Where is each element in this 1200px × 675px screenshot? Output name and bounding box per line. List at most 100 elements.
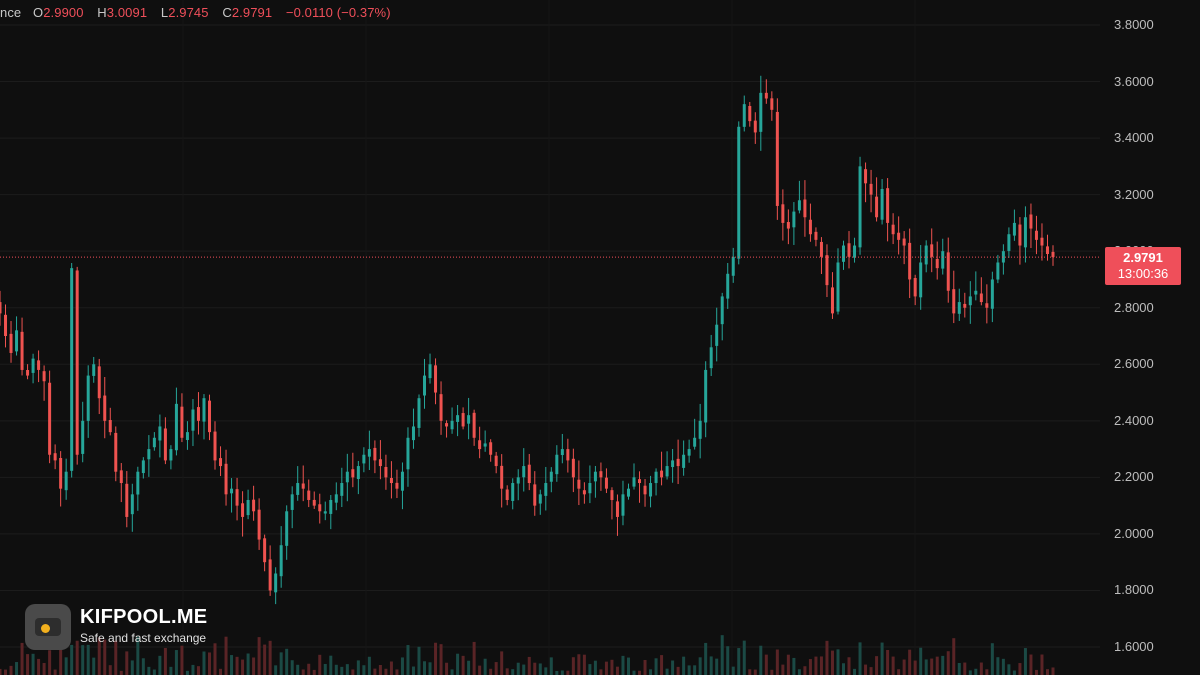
candle-body (461, 413, 465, 427)
volume-bar (461, 655, 465, 675)
candle-body (919, 262, 923, 298)
volume-bar (643, 660, 647, 675)
symbol-name[interactable]: nce (0, 5, 22, 20)
volume-bar (263, 644, 267, 675)
candle-body (1034, 230, 1038, 240)
candle-body (638, 479, 642, 484)
candle-body (400, 471, 404, 491)
volume-bar (853, 668, 857, 675)
watermark-title: KIFPOOL.ME (80, 606, 208, 628)
candle-body (935, 258, 939, 269)
candle-body (643, 485, 647, 495)
candle-body (952, 289, 956, 314)
candle-body (913, 278, 917, 297)
candle-body (174, 403, 178, 451)
volume-bar (935, 656, 939, 675)
volume-bar (875, 656, 879, 675)
candle-body (125, 483, 129, 517)
candle-body (20, 331, 24, 370)
volume-bar (974, 668, 978, 675)
candle-body (389, 477, 393, 484)
volume-bar (660, 655, 664, 675)
volume-bar (290, 660, 294, 675)
volume-bar (373, 668, 377, 675)
candle-body (880, 188, 884, 220)
volume-bar (246, 653, 250, 675)
volume-bar (588, 664, 592, 675)
candle-body (395, 482, 399, 489)
candle-body (378, 459, 382, 467)
candle-body (423, 375, 427, 396)
price-axis-label: 2.2000 (1114, 469, 1154, 485)
candle-body (130, 494, 134, 515)
candle-body (902, 238, 906, 246)
volume-bar (97, 637, 101, 675)
volume-bar (213, 643, 217, 675)
price-axis-label: 1.6000 (1114, 639, 1154, 654)
candle-body (1001, 251, 1005, 263)
volume-bar (163, 647, 167, 675)
watermark-subtitle: Safe and fast exchange (80, 631, 207, 645)
candle-body (577, 479, 581, 489)
volume-bar (996, 657, 1000, 675)
volume-bar (136, 636, 140, 675)
candle-body (191, 409, 195, 431)
candle-body (996, 262, 1000, 280)
candle-body (825, 255, 829, 286)
candle-body (169, 449, 173, 461)
last-price-badge: 2.9791 13:00:36 (1105, 247, 1181, 285)
candle-body (924, 245, 928, 265)
candle-body (70, 268, 74, 471)
volume-bar (423, 661, 427, 675)
volume-bar (296, 664, 300, 675)
candle-body (693, 437, 697, 447)
candle-body (808, 219, 812, 235)
candle-body (864, 169, 868, 184)
volume-bar (770, 669, 774, 675)
candle-body (908, 242, 912, 280)
volume-bar (125, 651, 129, 675)
volume-bar (31, 653, 35, 675)
volume-bar (230, 655, 234, 675)
volume-bar (941, 655, 945, 675)
candle-body (26, 369, 30, 376)
volume-bar (566, 670, 570, 675)
volume-bar (86, 644, 90, 675)
kifpool-logo-icon (25, 604, 71, 650)
volume-bar (814, 656, 818, 675)
candle-body (86, 375, 90, 421)
candle-body (764, 92, 768, 99)
volume-bar (731, 666, 735, 675)
candle-body (946, 252, 950, 291)
candle-body (367, 449, 371, 457)
volume-bar (174, 650, 178, 675)
volume-bar (842, 663, 846, 675)
volume-bar (4, 669, 8, 675)
volume-bar (654, 658, 658, 675)
volume-bar (1007, 664, 1011, 675)
volume-bar (671, 660, 675, 675)
volume-bar (599, 669, 603, 675)
volume-bar (389, 661, 393, 675)
candle-body (660, 470, 664, 478)
candles (0, 75, 1055, 605)
volume-bar (257, 637, 261, 675)
volume-bar (847, 657, 851, 675)
volume-bar (340, 666, 344, 675)
volume-bar (207, 652, 211, 675)
candle-body (516, 477, 520, 484)
candle-body (31, 358, 35, 373)
candle-body (985, 303, 989, 308)
price-axis-label: 3.4000 (1114, 130, 1154, 146)
volume-bar (687, 665, 691, 675)
volume-bar (285, 648, 289, 675)
volume-bar (505, 668, 509, 675)
candle-body (731, 256, 735, 276)
candle-body (285, 511, 289, 546)
volume-bar (202, 651, 206, 675)
volume-bar (64, 657, 68, 675)
candle-body (1012, 222, 1016, 236)
volume-bar (147, 666, 151, 675)
volume-bar (930, 658, 934, 675)
